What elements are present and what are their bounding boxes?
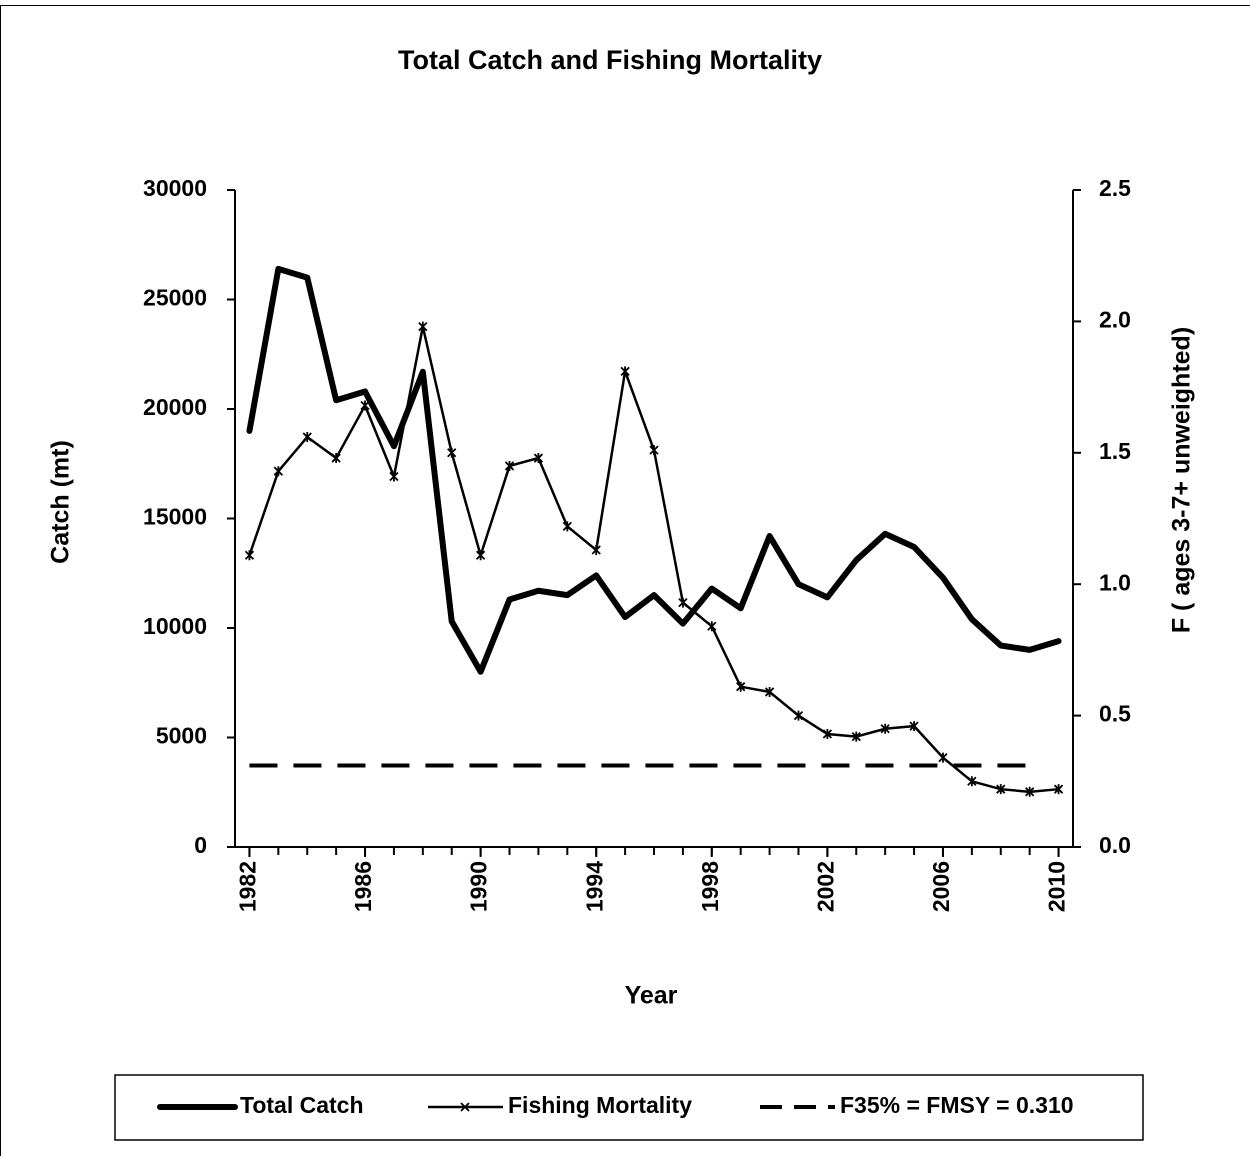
x-tick-label: 1994 — [581, 861, 607, 912]
chart-title: Total Catch and Fishing Mortality — [398, 45, 822, 75]
y2-tick-label: 1.5 — [1099, 438, 1131, 464]
x-tick-label: 1998 — [697, 861, 723, 912]
y-tick-label: 20000 — [143, 394, 207, 420]
y-tick-label: 5000 — [156, 723, 207, 749]
point-marker — [389, 471, 399, 482]
point-marker — [851, 731, 861, 742]
point-marker — [793, 710, 804, 721]
point-marker — [678, 597, 688, 608]
y-tick-label: 0 — [194, 832, 207, 858]
point-marker — [1025, 786, 1035, 797]
point-marker — [475, 550, 486, 561]
point-marker — [736, 681, 746, 692]
y2-tick-label: 1.0 — [1099, 569, 1131, 595]
legend-label: Fishing Mortality — [508, 1092, 692, 1118]
y-axis-label: Catch (mt) — [47, 440, 75, 564]
x-tick-label: 2010 — [1044, 861, 1070, 912]
x-tick-label: 1982 — [235, 861, 261, 912]
point-marker — [707, 621, 717, 632]
x-tick-label: 2002 — [812, 861, 838, 912]
legend-label: Total Catch — [240, 1092, 364, 1118]
legend-label: F35% = FMSY = 0.310 — [840, 1092, 1074, 1118]
point-marker — [967, 776, 977, 787]
y-tick-label: 30000 — [143, 175, 207, 201]
legend — [114, 1074, 1144, 1141]
point-marker — [447, 447, 457, 458]
x-tick-label: 1986 — [350, 861, 376, 912]
point-marker — [562, 521, 572, 532]
point-marker — [880, 723, 890, 734]
point-marker — [331, 453, 341, 464]
point-marker — [302, 432, 312, 443]
x-tick-label: 1990 — [466, 861, 492, 912]
series-line — [246, 265, 1062, 675]
point-marker — [764, 686, 775, 697]
y2-tick-label: 0.5 — [1099, 701, 1131, 727]
x-tick-label: 2006 — [928, 861, 954, 912]
y2-axis-label: F ( ages 3-7+ unweighted) — [1168, 327, 1196, 633]
point-marker — [620, 366, 630, 377]
point-marker — [649, 445, 659, 456]
point-marker — [533, 453, 544, 464]
point-marker — [360, 400, 370, 411]
x-axis-label: Year — [625, 982, 678, 1010]
point-marker — [996, 784, 1006, 795]
point-marker — [822, 728, 833, 739]
point-marker — [909, 721, 919, 732]
point-marker — [273, 466, 283, 477]
point-marker — [938, 752, 948, 763]
y2-tick-label: 2.5 — [1099, 175, 1131, 201]
y-tick-label: 15000 — [143, 504, 207, 530]
legend-marker — [460, 1102, 470, 1112]
frame — [0, 5, 1250, 1156]
point-marker — [418, 321, 428, 332]
point-marker — [591, 545, 601, 556]
y-tick-label: 10000 — [143, 613, 207, 639]
point-marker — [244, 550, 255, 561]
point-marker — [1053, 784, 1064, 795]
point-marker — [504, 460, 515, 471]
y-tick-label: 25000 — [143, 285, 207, 311]
y2-tick-label: 0.0 — [1099, 832, 1131, 858]
y2-tick-label: 2.0 — [1099, 306, 1131, 332]
